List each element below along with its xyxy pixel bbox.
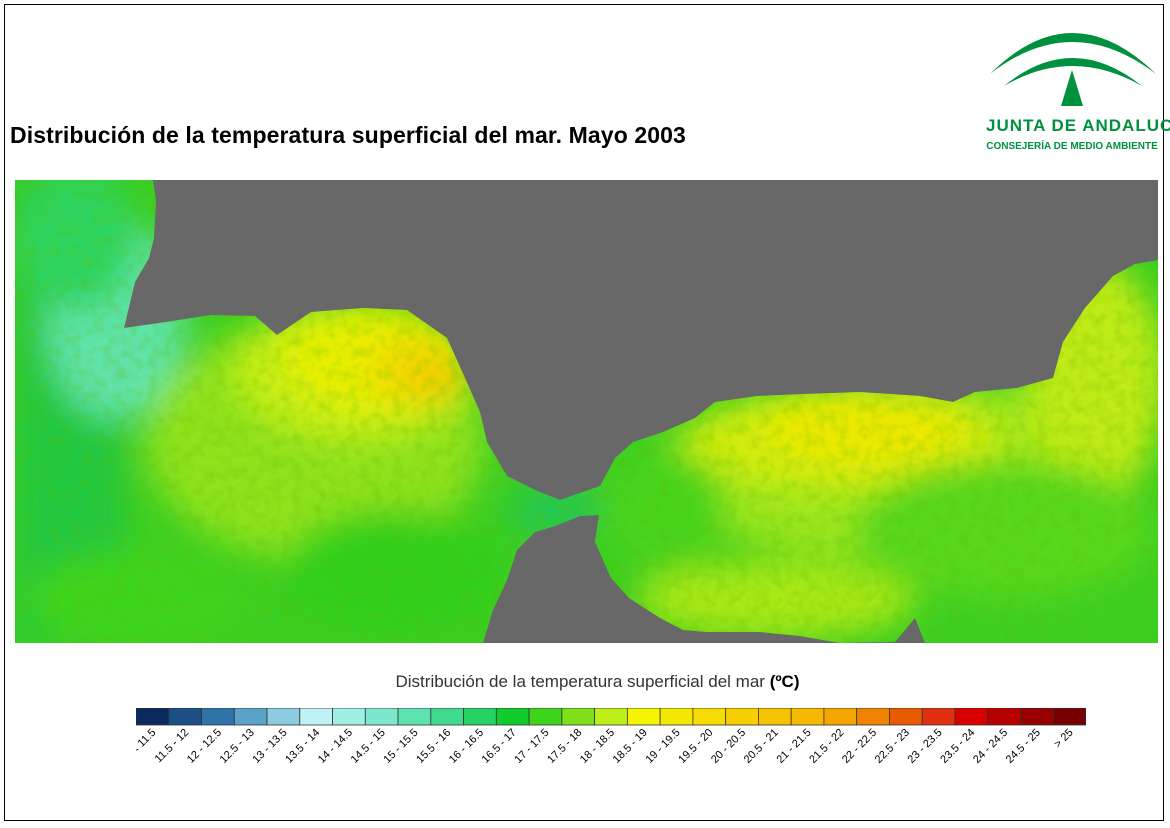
logo-name: JUNTA DE ANDALUCIA xyxy=(986,116,1170,135)
legend-swatch xyxy=(594,708,628,726)
legend-swatch xyxy=(495,708,530,726)
legend-class-label: 23.5 - 24 xyxy=(938,727,977,766)
legend-class-label: 17 - 17.5 xyxy=(512,727,551,766)
legend-class-label: 18.5 - 19 xyxy=(611,727,650,766)
legend-class-label: 14 - 14.5 xyxy=(316,727,355,766)
legend-swatch xyxy=(233,708,268,726)
legend-swatch xyxy=(659,708,694,726)
legend-class-label: 20.5 - 21 xyxy=(742,727,781,766)
legend-swatch xyxy=(626,708,661,726)
legend-title: Distribución de la temperatura superfici… xyxy=(0,672,1170,692)
junta-andalucia-logo xyxy=(990,33,1156,106)
legend-class-label: 12 - 12.5 xyxy=(185,727,224,766)
legend-class-label: 22 - 22.5 xyxy=(840,727,879,766)
legend-swatch xyxy=(397,708,432,726)
legend-class-label: 21 - 21.5 xyxy=(774,727,813,766)
legend-swatch xyxy=(561,708,596,726)
legend-class-label: 19.5 - 20 xyxy=(676,727,715,766)
legend-class-label: 16 - 16.5 xyxy=(447,727,486,766)
logo-subtitle: CONSEJERÍA DE MEDIO AMBIENTE xyxy=(986,141,1158,152)
legend-class-label: 22.5 - 23 xyxy=(873,727,912,766)
legend-swatch xyxy=(1020,708,1054,726)
legend-class-label: 18 - 18.5 xyxy=(578,727,617,766)
legend-class-label: 13.5 - 14 xyxy=(283,727,322,766)
legend-swatch xyxy=(332,708,366,726)
legend-swatch xyxy=(528,708,563,726)
legend-class-label: 23 - 23.5 xyxy=(906,727,945,766)
legend-class-label: 12.5 - 13 xyxy=(218,727,257,766)
legend-class-label: 14.5 - 15 xyxy=(349,727,388,766)
legend-swatch xyxy=(364,708,399,726)
legend-class-label: < 11.5 xyxy=(136,727,159,757)
legend-swatch xyxy=(136,708,170,726)
legend-class-label: 16.5 - 17 xyxy=(480,727,519,766)
page-title: Distribución de la temperatura superfici… xyxy=(10,122,686,148)
legend-class-label: > 25 xyxy=(1052,727,1076,751)
legend-swatch xyxy=(921,708,956,726)
legend-swatch xyxy=(201,708,235,726)
legend-swatch xyxy=(168,708,202,726)
legend-class-label: 15.5 - 16 xyxy=(414,727,453,766)
legend-swatch xyxy=(266,708,301,726)
legend-swatch xyxy=(692,708,727,726)
legend-title-text: Distribución de la temperatura superfici… xyxy=(395,672,765,691)
legend-swatch xyxy=(758,708,792,726)
legend-swatch xyxy=(823,708,858,726)
legend-swatch xyxy=(725,708,759,726)
legend-class-label: 15 - 15.5 xyxy=(381,727,420,766)
legend-swatch xyxy=(856,708,890,726)
legend-class-label: 13 - 13.5 xyxy=(250,727,289,766)
legend-class-label: 17.5 - 18 xyxy=(545,727,584,766)
legend-class-label: 24.5 - 25 xyxy=(1004,727,1043,766)
legend-class-label: 21.5 - 22 xyxy=(807,727,846,766)
legend-class-label: 11.5 - 12 xyxy=(153,727,192,766)
sea-temperature-map xyxy=(15,180,1158,643)
legend-class-label: 20 - 20.5 xyxy=(709,727,748,766)
legend-swatch xyxy=(889,708,923,726)
legend-swatch xyxy=(430,708,464,726)
legend-swatch xyxy=(299,708,333,726)
legend-class-label: 19 - 19.5 xyxy=(643,727,682,766)
legend-unit: (ºC) xyxy=(769,672,800,691)
legend-swatch xyxy=(463,708,497,726)
legend-class-label: 24 - 24.5 xyxy=(971,727,1010,766)
legend-swatch xyxy=(987,708,1021,726)
legend-swatch xyxy=(790,708,825,726)
legend-swatch xyxy=(1052,708,1086,726)
legend-swatch xyxy=(954,708,989,726)
